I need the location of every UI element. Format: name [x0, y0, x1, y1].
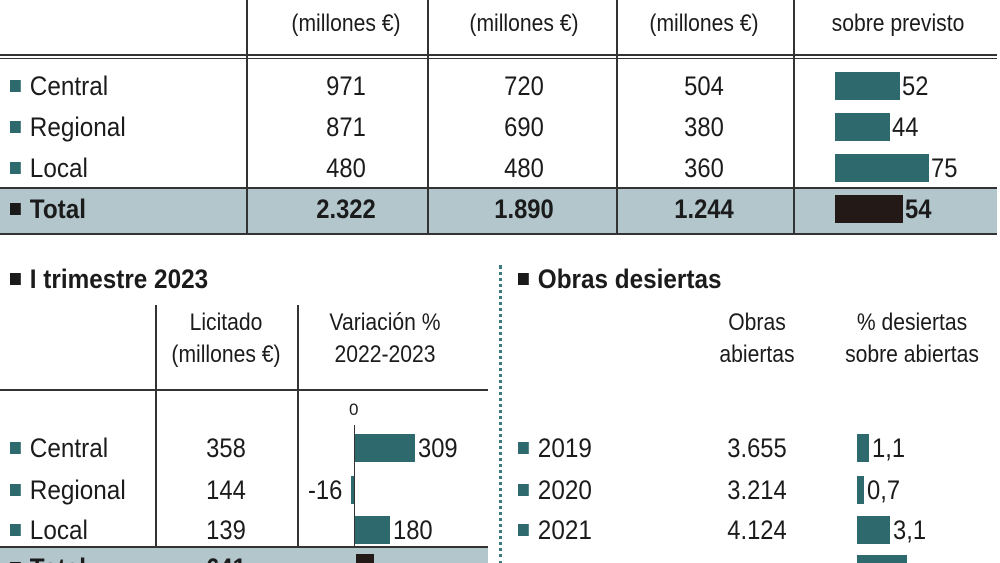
pct-label: 52	[902, 71, 929, 101]
desiertas-bar	[857, 434, 869, 462]
divider	[0, 54, 997, 56]
value-cell: 2.322	[316, 194, 376, 224]
licitado-cell: 139	[206, 515, 246, 545]
bullet-icon	[10, 162, 21, 174]
pct-bar	[835, 154, 929, 182]
column-divider	[427, 0, 429, 235]
q1-col2-header-2: 2022-2023	[334, 341, 436, 368]
header-col2: (millones €)	[469, 10, 579, 37]
abiertas-cell: 4.124	[727, 515, 787, 545]
value-cell: 360	[684, 153, 724, 183]
variation-bar	[350, 476, 354, 504]
column-divider	[616, 0, 618, 235]
abiertas-cell: 3.214	[727, 475, 787, 505]
q1-col2-header-1: Variación %	[329, 309, 441, 336]
column-divider	[793, 0, 795, 235]
variation-bar-total	[356, 554, 374, 563]
row-label: Central	[10, 433, 108, 463]
column-divider	[246, 0, 248, 235]
obras-col2-header-2: sobre abiertas	[845, 341, 979, 368]
desiertas-bar	[857, 516, 891, 544]
value-cell: 480	[504, 153, 544, 183]
licitado-total: 641	[206, 553, 246, 563]
variation-label: -16	[308, 475, 343, 505]
value-cell: 1.244	[674, 194, 734, 224]
divider	[0, 389, 488, 391]
desiertas-label: 1,1	[871, 433, 905, 463]
value-cell: 1.890	[494, 194, 554, 224]
obras-title: Obras desiertas	[518, 264, 721, 294]
row-label: Total	[10, 553, 86, 563]
desiertas-bar	[857, 555, 907, 563]
value-cell: 504	[684, 71, 724, 101]
row-label: Total	[10, 194, 86, 224]
row-label: Local	[10, 153, 88, 183]
value-cell: 871	[326, 112, 366, 142]
obras-col2-header-1: % desiertas	[856, 309, 968, 336]
row-label: 2020	[518, 475, 592, 505]
licitado-cell: 358	[206, 433, 246, 463]
variation-bar	[355, 516, 391, 544]
pct-bar	[835, 195, 903, 223]
bullet-icon	[10, 121, 21, 133]
pct-label: 54	[904, 194, 931, 224]
bullet-icon	[10, 273, 21, 285]
bullet-icon	[10, 442, 21, 454]
value-cell: 971	[326, 71, 366, 101]
row-label: Central	[10, 71, 108, 101]
divider	[0, 546, 488, 548]
divider	[0, 58, 997, 59]
column-divider	[155, 305, 157, 563]
variation-label: 180	[393, 515, 433, 545]
section-divider	[499, 265, 502, 563]
row-label: Regional	[10, 112, 126, 142]
q1-col1-header-2: (millones €)	[171, 341, 281, 368]
q1-title: I trimestre 2023	[10, 264, 208, 294]
value-cell: 720	[504, 71, 544, 101]
bullet-icon	[518, 524, 529, 536]
abiertas-cell: 3.655	[727, 433, 787, 463]
bullet-icon	[10, 484, 21, 496]
pct-label: 44	[892, 112, 919, 142]
q1-col1-header-1: Licitado	[189, 309, 263, 336]
pct-bar	[835, 72, 900, 100]
row-label: Local	[10, 515, 88, 545]
obras-col1-header-1: Obras	[728, 309, 786, 336]
column-divider	[297, 305, 299, 563]
value-cell: 480	[326, 153, 366, 183]
variation-bar	[355, 434, 416, 462]
row-label: 2019	[518, 433, 592, 463]
bullet-icon	[518, 273, 529, 285]
zero-axis	[354, 425, 355, 563]
value-cell: 380	[684, 112, 724, 142]
desiertas-label: 3,1	[893, 515, 927, 545]
bullet-icon	[10, 203, 21, 215]
bullet-icon	[518, 442, 529, 454]
total-band	[0, 189, 997, 233]
desiertas-label: 0,7	[867, 475, 901, 505]
header-col4: sobre previsto	[831, 10, 965, 37]
header-col3: (millones €)	[649, 10, 759, 37]
pct-label: 75	[930, 153, 958, 183]
row-label: Regional	[10, 475, 126, 505]
row-label: 2021	[518, 515, 592, 545]
divider	[0, 187, 997, 189]
variation-label: 309	[418, 433, 458, 463]
obras-col1-header-2: abiertas	[719, 341, 795, 368]
header-col1: (millones €)	[291, 10, 401, 37]
bullet-icon	[518, 484, 529, 496]
zero-axis-label: 0	[349, 400, 359, 419]
licitado-cell: 144	[206, 475, 246, 505]
bullet-icon	[10, 524, 21, 536]
bullet-icon	[10, 80, 21, 92]
divider	[0, 233, 997, 235]
desiertas-bar	[857, 476, 865, 504]
pct-bar	[835, 113, 890, 141]
value-cell: 690	[504, 112, 544, 142]
